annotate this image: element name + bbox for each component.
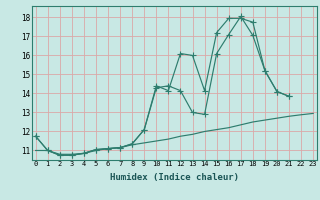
X-axis label: Humidex (Indice chaleur): Humidex (Indice chaleur) — [110, 173, 239, 182]
